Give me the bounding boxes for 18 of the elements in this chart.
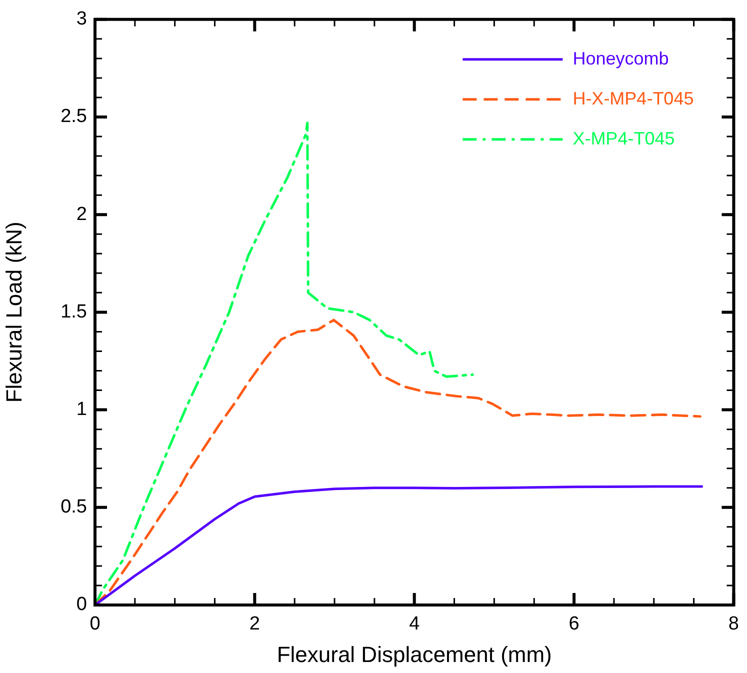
text: X-MP4-T045 xyxy=(572,128,675,148)
text: H-X-MP4-T045 xyxy=(572,88,694,108)
line-series xyxy=(95,318,702,605)
text: Honeycomb xyxy=(572,48,669,68)
x-tick-label: 0 xyxy=(90,614,100,635)
x-tick-label: 8 xyxy=(728,614,740,635)
y-tick-label: 1.5 xyxy=(60,301,87,322)
y-tick-label: 1 xyxy=(76,399,87,420)
y-tick-label: 3 xyxy=(76,8,87,30)
x-axis-title: Flexural Displacement (mm) xyxy=(276,642,552,667)
y-tick-label: 0 xyxy=(76,594,87,616)
y-tick-label: 2.5 xyxy=(60,106,87,128)
y-tick-label: 0.5 xyxy=(60,496,87,518)
y-tick-label: 2 xyxy=(76,204,87,225)
x-tick-label: 2 xyxy=(249,614,260,635)
y-axis-title: Flexural Load (kN) xyxy=(1,222,26,403)
x-tick-label: 4 xyxy=(409,614,420,635)
x-tick-label: 6 xyxy=(568,614,580,635)
